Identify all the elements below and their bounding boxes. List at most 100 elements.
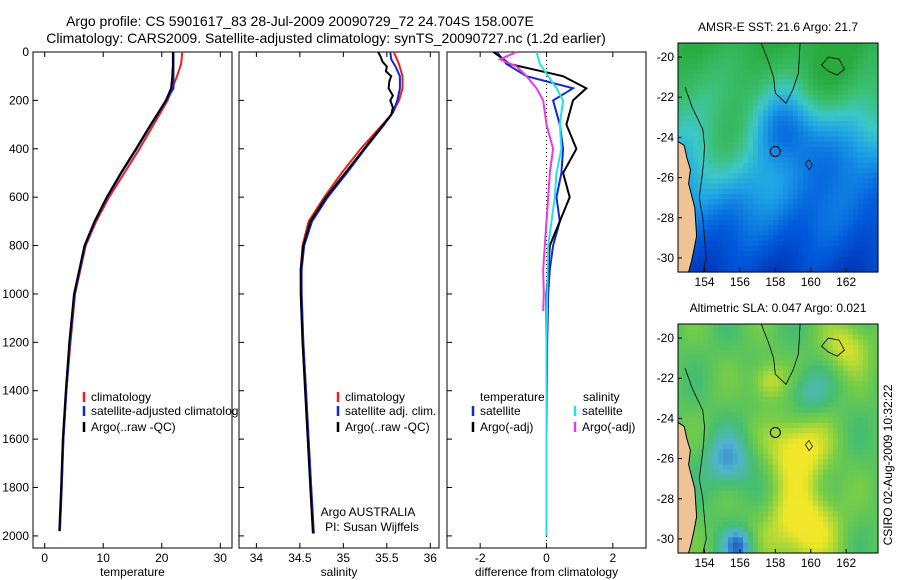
- heatmap-cell: [693, 266, 699, 273]
- heatmap-cell: [778, 422, 784, 429]
- heatmap-cell: [808, 105, 814, 112]
- heatmap-cell: [768, 474, 774, 481]
- heatmap-cell: [743, 339, 749, 346]
- heatmap-cell: [848, 74, 854, 81]
- heatmap-cell: [708, 63, 714, 70]
- heatmap-cell: [773, 448, 779, 455]
- heatmap-cell: [708, 500, 714, 507]
- heatmap-cell: [858, 339, 864, 346]
- heatmap-cell: [688, 126, 694, 133]
- heatmap-cell: [783, 147, 789, 153]
- heatmap-cell: [703, 199, 709, 205]
- heatmap-cell: [863, 344, 869, 351]
- heatmap-cell: [758, 329, 764, 335]
- heatmap-cell: [763, 173, 769, 179]
- heatmap-cell: [768, 438, 774, 445]
- heatmap-cell: [728, 266, 734, 273]
- heatmap-cell: [763, 381, 769, 388]
- heatmap-cell: [698, 511, 704, 518]
- heatmap-cell: [788, 121, 794, 127]
- heatmap-cell: [828, 537, 834, 544]
- heatmap-cell: [743, 526, 749, 533]
- heatmap-cell: [828, 422, 834, 429]
- heatmap-cell: [743, 448, 749, 455]
- heatmap-cell: [813, 167, 819, 174]
- heatmap-cell: [813, 100, 819, 107]
- heatmap-cell: [748, 339, 754, 346]
- heatmap-cell: [823, 506, 829, 512]
- heatmap-cell: [738, 454, 744, 460]
- heatmap-cell: [723, 251, 729, 257]
- heatmap-cell: [678, 115, 684, 122]
- heatmap-cell: [753, 43, 759, 49]
- heatmap-cell: [803, 266, 809, 273]
- heatmap-cell: [708, 230, 714, 237]
- heatmap-cell: [788, 131, 794, 138]
- heatmap-cell: [793, 464, 799, 471]
- heatmap-cell: [813, 365, 819, 372]
- heatmap-cell: [718, 526, 724, 533]
- heatmap-cell: [713, 448, 719, 455]
- heatmap-cell: [803, 324, 809, 330]
- heatmap-cell: [718, 433, 724, 440]
- heatmap-cell: [823, 167, 829, 174]
- y-tick-label: -24: [657, 130, 675, 144]
- heatmap-cell: [723, 490, 729, 497]
- heatmap-cell: [708, 167, 714, 174]
- heatmap-cell: [758, 105, 764, 112]
- heatmap-cell: [758, 152, 764, 159]
- heatmap-cell: [753, 324, 759, 330]
- heatmap-cell: [868, 433, 874, 440]
- heatmap-cell: [858, 469, 864, 476]
- heatmap-cell: [828, 58, 834, 65]
- heatmap-cell: [698, 454, 704, 460]
- heatmap-cell: [873, 516, 879, 523]
- heatmap-cell: [763, 167, 769, 174]
- heatmap-cell: [828, 74, 834, 81]
- heatmap-cell: [803, 448, 809, 455]
- heatmap-cell: [863, 167, 869, 174]
- heatmap-cell: [808, 53, 814, 60]
- heatmap-cell: [823, 225, 829, 231]
- heatmap-cell: [678, 74, 684, 81]
- heatmap-cell: [708, 162, 714, 169]
- heatmap-cell: [868, 136, 874, 143]
- heatmap-cell: [873, 105, 879, 112]
- heatmap-cell: [768, 240, 774, 247]
- heatmap-cell: [763, 355, 769, 362]
- heatmap-cell: [738, 219, 744, 226]
- heatmap-cell: [703, 396, 709, 403]
- heatmap-cell: [818, 407, 824, 414]
- heatmap-cell: [708, 417, 714, 424]
- heatmap-cell: [743, 464, 749, 471]
- heatmap-cell: [683, 428, 689, 434]
- heatmap-cell: [703, 100, 709, 107]
- heatmap-cell: [743, 147, 749, 153]
- heatmap-cell: [793, 95, 799, 101]
- heatmap-cell: [768, 121, 774, 127]
- heatmap-cell: [733, 173, 739, 179]
- heatmap-cell: [733, 74, 739, 81]
- heatmap-cell: [768, 178, 774, 185]
- heatmap-cell: [793, 324, 799, 330]
- heatmap-cell: [728, 459, 734, 466]
- heatmap-cell: [838, 516, 844, 523]
- heatmap-cell: [813, 542, 819, 549]
- heatmap-cell: [868, 542, 874, 549]
- heatmap-cell: [818, 89, 824, 96]
- heatmap-cell: [688, 459, 694, 466]
- heatmap-cell: [748, 89, 754, 96]
- x-tick-label: 34: [250, 551, 264, 565]
- heatmap-cell: [843, 506, 849, 512]
- heatmap-cell: [738, 53, 744, 60]
- heatmap-cell: [828, 251, 834, 257]
- heatmap-cell: [763, 105, 769, 112]
- heatmap-cell: [753, 110, 759, 117]
- heatmap-cell: [843, 344, 849, 351]
- heatmap-cell: [713, 433, 719, 440]
- heatmap-cell: [803, 329, 809, 335]
- heatmap-cell: [728, 141, 734, 148]
- heatmap-cell: [818, 188, 824, 195]
- heatmap-cell: [698, 89, 704, 96]
- heatmap-cell: [738, 350, 744, 356]
